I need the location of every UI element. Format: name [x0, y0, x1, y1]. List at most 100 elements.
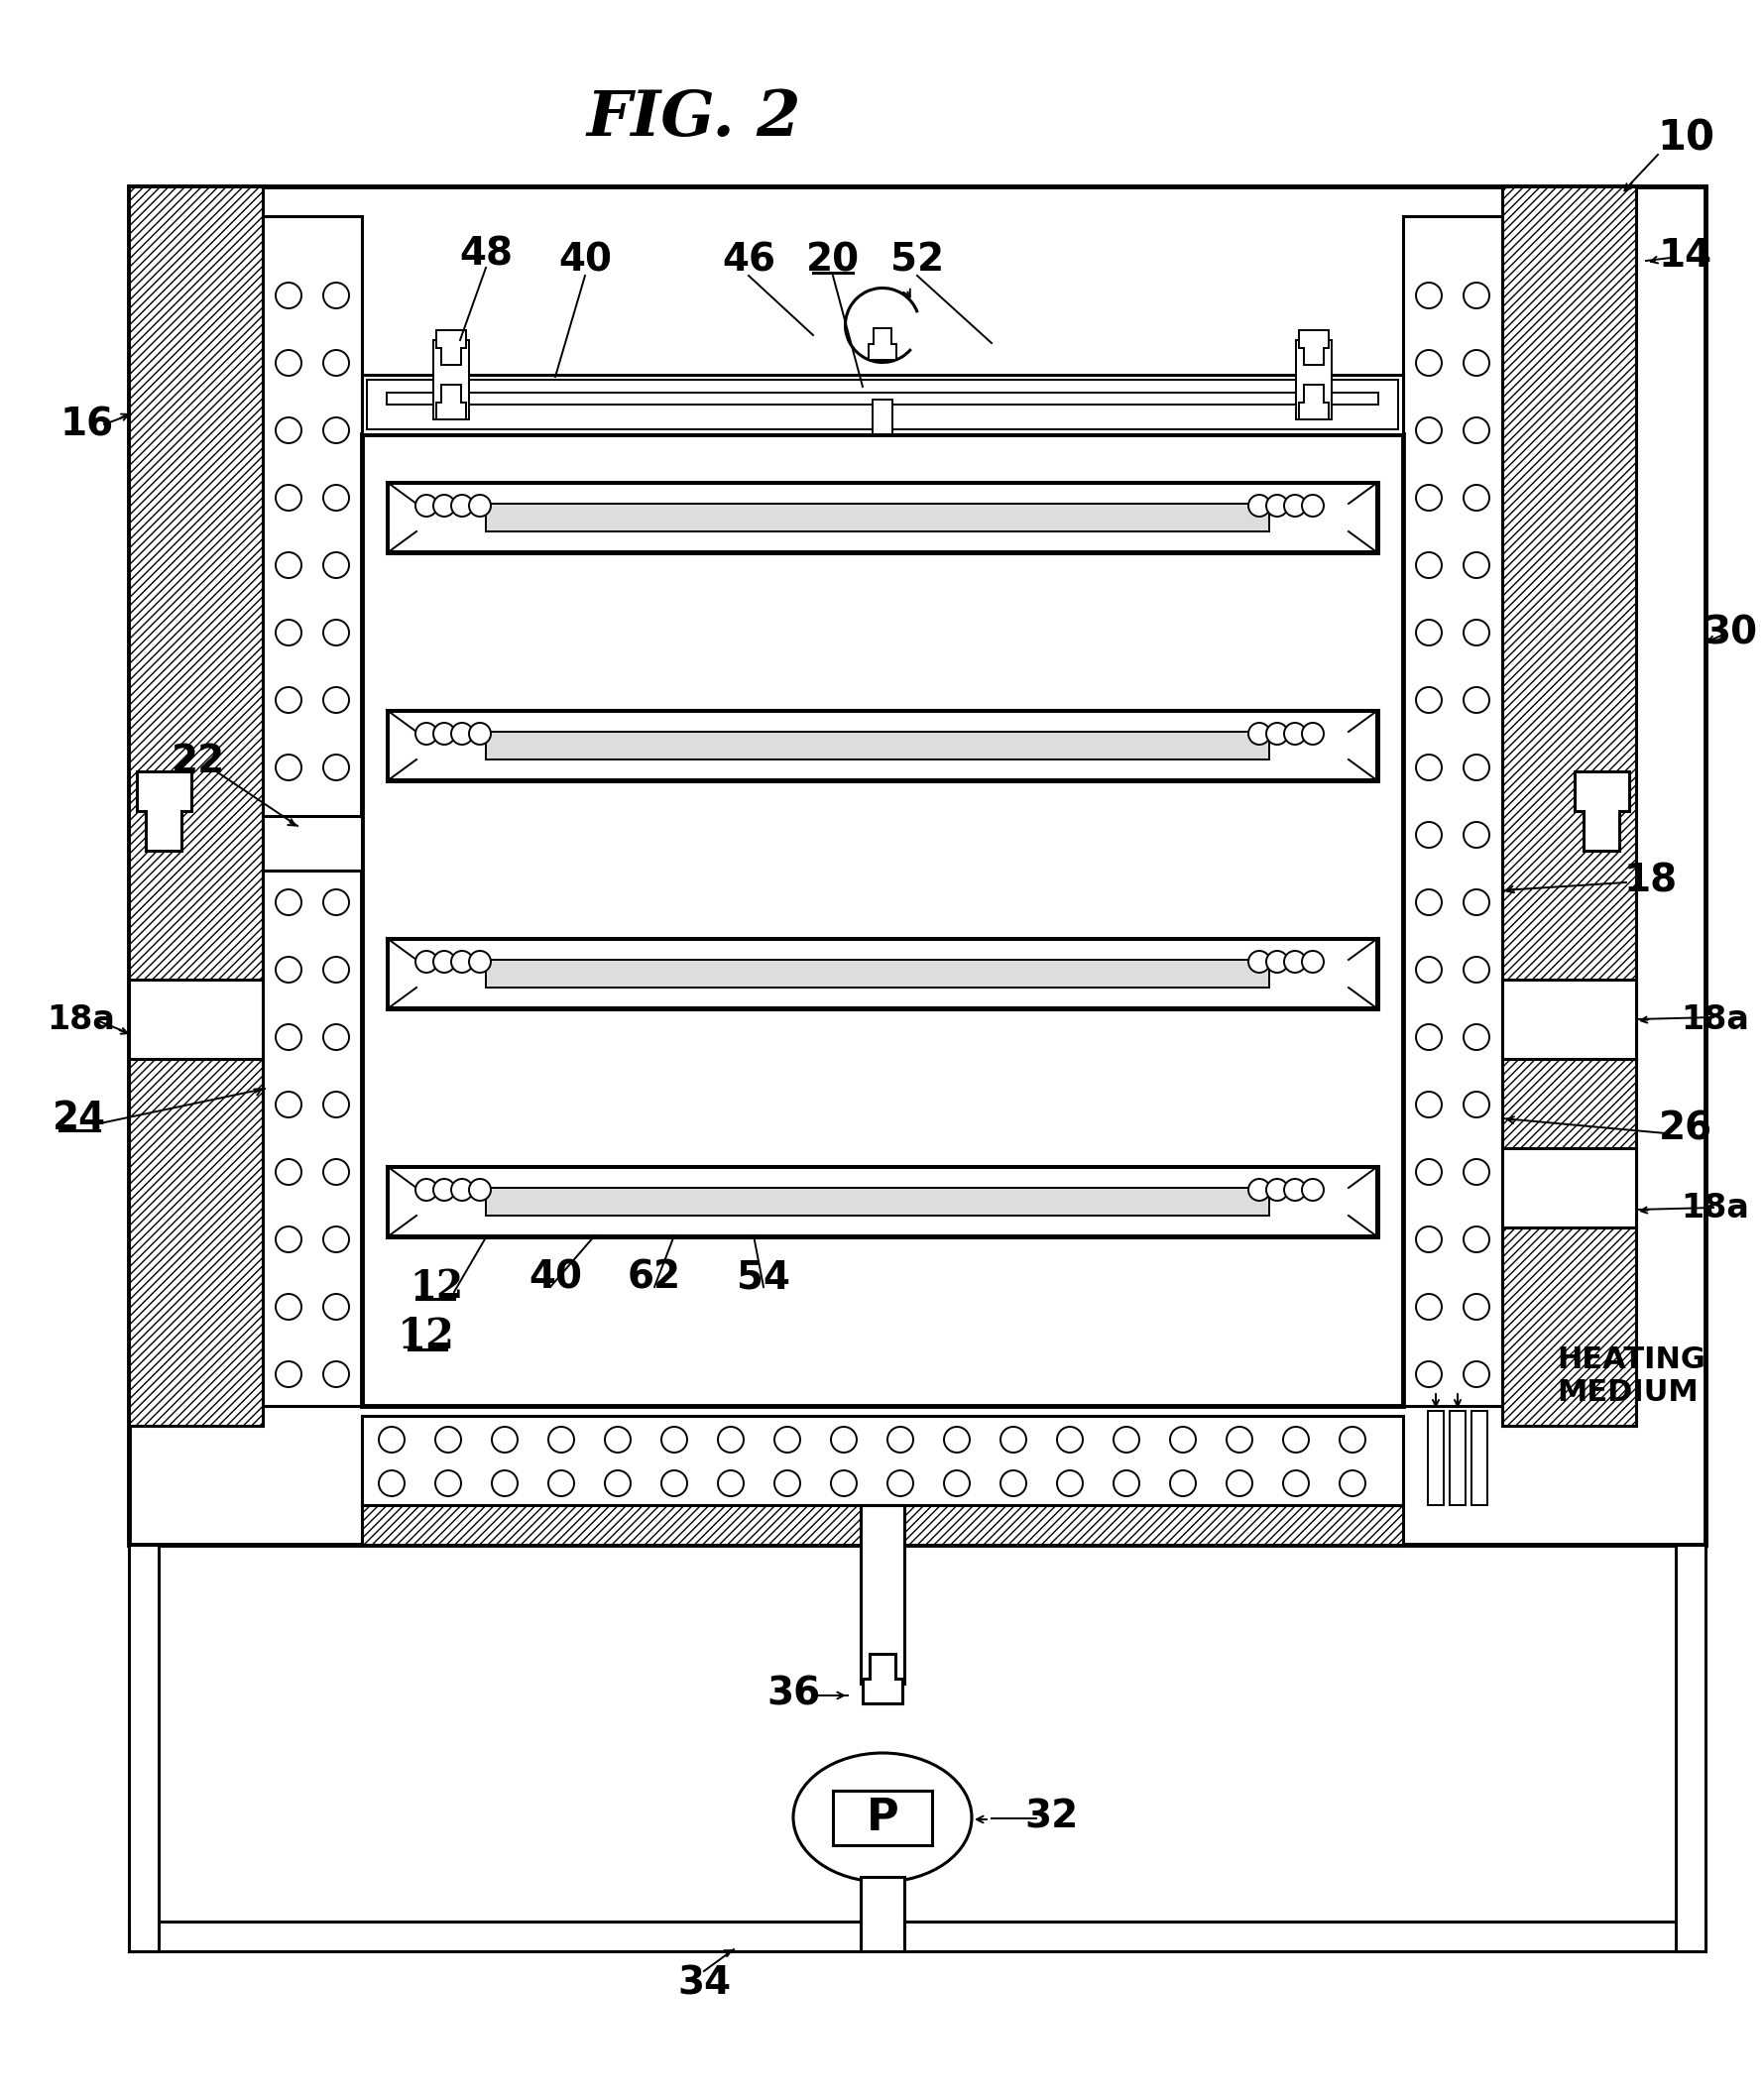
Text: FIG. 2: FIG. 2: [587, 88, 802, 149]
Circle shape: [1463, 1294, 1490, 1319]
Polygon shape: [136, 771, 190, 850]
Circle shape: [718, 1470, 744, 1495]
Circle shape: [1416, 552, 1442, 578]
Circle shape: [275, 821, 301, 848]
Circle shape: [1266, 951, 1289, 972]
Text: 20: 20: [806, 242, 860, 279]
Circle shape: [275, 1361, 301, 1388]
Bar: [361, 1415, 1403, 1506]
Text: 18a: 18a: [1682, 1004, 1749, 1035]
Circle shape: [1248, 496, 1269, 517]
Circle shape: [416, 1178, 437, 1201]
Text: 12: 12: [398, 1317, 455, 1357]
Polygon shape: [862, 1655, 903, 1703]
Circle shape: [1340, 1426, 1365, 1453]
Bar: [263, 216, 361, 1405]
Circle shape: [1416, 958, 1442, 983]
Circle shape: [774, 1470, 800, 1495]
Circle shape: [275, 619, 301, 645]
Bar: [487, 504, 1269, 531]
Circle shape: [1283, 1470, 1308, 1495]
Circle shape: [1114, 1426, 1139, 1453]
Circle shape: [275, 1226, 301, 1252]
Polygon shape: [1574, 771, 1629, 850]
Circle shape: [416, 722, 437, 746]
Circle shape: [1416, 1092, 1442, 1117]
Text: 52: 52: [890, 242, 943, 279]
Circle shape: [275, 1294, 301, 1319]
Circle shape: [275, 687, 301, 712]
Circle shape: [275, 351, 301, 376]
Circle shape: [661, 1470, 688, 1495]
Text: 48: 48: [458, 235, 513, 273]
Bar: [1449, 1411, 1465, 1506]
Circle shape: [887, 1426, 913, 1453]
Bar: [487, 1189, 1269, 1216]
Circle shape: [469, 722, 490, 746]
Circle shape: [469, 1178, 490, 1201]
Circle shape: [469, 951, 490, 972]
Circle shape: [275, 754, 301, 781]
Circle shape: [323, 1361, 349, 1388]
Bar: [434, 340, 469, 420]
Circle shape: [1463, 958, 1490, 983]
Circle shape: [323, 485, 349, 510]
Text: 36: 36: [767, 1674, 820, 1711]
Bar: [388, 712, 1377, 779]
Circle shape: [1000, 1470, 1026, 1495]
Circle shape: [1416, 1159, 1442, 1184]
Text: 14: 14: [1659, 237, 1712, 275]
Bar: [1502, 979, 1636, 1058]
Bar: [129, 187, 263, 1426]
Bar: [388, 941, 1377, 1008]
Circle shape: [1248, 1178, 1269, 1201]
Text: 22: 22: [171, 743, 226, 781]
Circle shape: [1463, 1159, 1490, 1184]
Circle shape: [469, 496, 490, 517]
Circle shape: [1283, 1426, 1308, 1453]
Circle shape: [1227, 1426, 1252, 1453]
Bar: [1403, 216, 1502, 1405]
Circle shape: [434, 722, 455, 746]
Circle shape: [1416, 418, 1442, 443]
Text: HEATING
MEDIUM: HEATING MEDIUM: [1557, 1346, 1705, 1407]
Text: 46: 46: [721, 242, 776, 279]
Bar: [386, 710, 1379, 781]
Bar: [873, 399, 892, 435]
Bar: [860, 1506, 904, 1684]
Text: 16: 16: [60, 405, 115, 443]
Circle shape: [1463, 418, 1490, 443]
Circle shape: [1058, 1426, 1082, 1453]
Circle shape: [1463, 1092, 1490, 1117]
Circle shape: [1340, 1470, 1365, 1495]
Polygon shape: [869, 328, 896, 359]
Bar: [487, 731, 1269, 760]
Bar: [1502, 1149, 1636, 1228]
Bar: [361, 1506, 1403, 1546]
Text: 54: 54: [737, 1258, 790, 1296]
Circle shape: [1416, 1226, 1442, 1252]
Circle shape: [887, 1470, 913, 1495]
Circle shape: [1416, 284, 1442, 309]
Circle shape: [435, 1426, 462, 1453]
Circle shape: [323, 1294, 349, 1319]
Polygon shape: [1299, 384, 1329, 420]
Ellipse shape: [793, 1754, 971, 1882]
Circle shape: [1266, 722, 1289, 746]
Text: 40: 40: [559, 242, 612, 279]
Text: 12: 12: [409, 1268, 464, 1306]
Circle shape: [323, 1226, 349, 1252]
Bar: [1502, 187, 1636, 1426]
Circle shape: [275, 485, 301, 510]
Circle shape: [492, 1426, 518, 1453]
Circle shape: [275, 1025, 301, 1050]
Circle shape: [434, 951, 455, 972]
Circle shape: [548, 1426, 575, 1453]
Circle shape: [1301, 1178, 1324, 1201]
Bar: [263, 817, 361, 872]
Polygon shape: [1299, 330, 1329, 365]
Circle shape: [416, 496, 437, 517]
Circle shape: [275, 890, 301, 916]
Circle shape: [1463, 619, 1490, 645]
Circle shape: [605, 1470, 631, 1495]
